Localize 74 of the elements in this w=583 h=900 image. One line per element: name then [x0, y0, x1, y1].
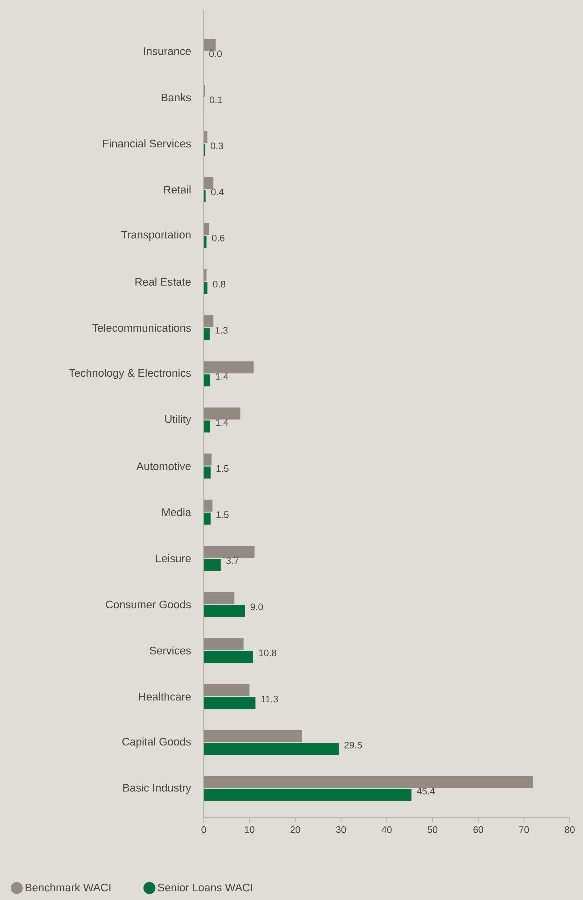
bar: [204, 684, 250, 696]
bar: [204, 362, 254, 374]
bar: [204, 500, 213, 512]
y-tick-label: Real Estate: [136, 278, 191, 286]
bar: [204, 131, 208, 144]
data-label: 1.4: [216, 419, 228, 426]
bar: [204, 697, 256, 710]
data-label: 0.1: [210, 96, 222, 104]
bar: [204, 730, 302, 742]
bar: [204, 512, 211, 525]
bar: [204, 776, 534, 788]
data-label: 1.5: [216, 466, 229, 472]
y-tick-label: Retail: [164, 186, 191, 194]
bar: [204, 546, 255, 558]
y-tick-label: Financial Services: [103, 140, 192, 148]
data-label: 0.8: [213, 281, 226, 288]
bar: [204, 651, 254, 664]
bar: [204, 743, 339, 756]
bar: [204, 316, 214, 328]
legend-label: Senior Loans WACI: [158, 884, 252, 892]
x-tick-label: 10: [245, 826, 255, 834]
y-tick-label: Transportation: [121, 230, 191, 241]
bar: [204, 638, 244, 650]
y-tick-label: Leisure: [156, 554, 191, 563]
y-tick-label: Telecommunications: [92, 324, 192, 332]
y-tick-label: Banks: [162, 94, 192, 102]
x-tick-label: 20: [290, 826, 300, 834]
bar: [204, 605, 246, 618]
bar: [204, 558, 221, 571]
data-label: 10.8: [259, 650, 277, 657]
x-tick-label: 30: [336, 826, 346, 834]
x-tick-label: 0: [202, 826, 206, 834]
data-label: 9.0: [250, 604, 264, 610]
y-tick-label: Basic Industry: [124, 784, 192, 794]
bar: [204, 592, 235, 604]
data-label: 1.3: [216, 327, 228, 334]
y-tick-label: Technology & Electronics: [69, 369, 192, 380]
data-label: 1.5: [216, 512, 229, 518]
bar: [204, 223, 210, 236]
bar: [204, 789, 412, 802]
bar: [204, 38, 216, 51]
data-label: 1.4: [216, 373, 228, 380]
y-tick-label: Healthcare: [139, 692, 191, 701]
data-label: 0.0: [210, 50, 222, 58]
data-label: 11.3: [262, 696, 278, 703]
x-tick-label: 70: [519, 826, 530, 834]
data-label: 45.4: [417, 788, 436, 795]
x-tick-label: 60: [474, 826, 484, 834]
y-tick-label: Insurance: [144, 48, 191, 56]
bar: [204, 269, 207, 282]
x-tick-label: 50: [428, 826, 438, 834]
data-label: 3.7: [226, 558, 239, 564]
bar: [204, 177, 214, 190]
y-tick-label: Automotive: [136, 462, 191, 470]
y-tick-label: Services: [150, 646, 192, 655]
y-tick-label: Capital Goods: [122, 738, 192, 748]
y-tick-label: Utility: [166, 415, 192, 426]
bar: [204, 408, 241, 420]
bar: [204, 282, 208, 294]
legend-label: Benchmark WACI: [26, 884, 111, 892]
bar: [204, 328, 210, 341]
data-label: 0.6: [212, 234, 225, 242]
bar: [204, 374, 210, 387]
bar: [204, 454, 212, 466]
x-tick-label: 80: [565, 826, 575, 834]
data-label: 29.5: [344, 742, 362, 749]
y-tick-label: Consumer Goods: [106, 600, 192, 609]
x-tick-label: 40: [382, 826, 392, 834]
bar: [204, 466, 211, 479]
data-label: 0.3: [210, 142, 224, 150]
bar: [204, 236, 207, 248]
data-label: 0.4: [211, 188, 224, 196]
y-tick-label: Media: [162, 508, 192, 516]
bar: [204, 420, 210, 433]
